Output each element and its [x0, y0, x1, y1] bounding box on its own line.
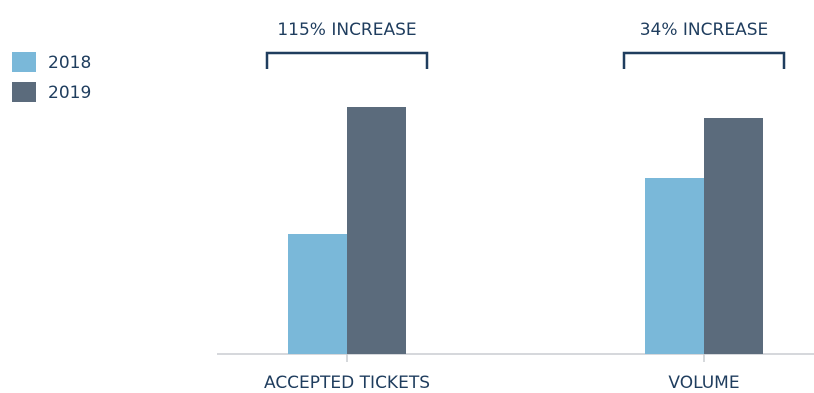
- bar: [347, 107, 406, 354]
- bar: [288, 234, 347, 354]
- legend-swatch: [12, 52, 36, 72]
- bar: [645, 178, 704, 354]
- x-tick-label: ACCEPTED TICKETS: [264, 373, 430, 393]
- x-tick-label: VOLUME: [668, 373, 739, 393]
- annotation-bracket: [622, 51, 786, 69]
- legend-label: 2019: [48, 83, 91, 103]
- bar: [704, 118, 763, 354]
- annotation: 115% INCREASE: [277, 20, 416, 40]
- annotation: 34% INCREASE: [640, 20, 769, 40]
- legend-label: 2018: [48, 53, 91, 73]
- legend-swatch: [12, 82, 36, 102]
- annotation-bracket: [265, 51, 429, 69]
